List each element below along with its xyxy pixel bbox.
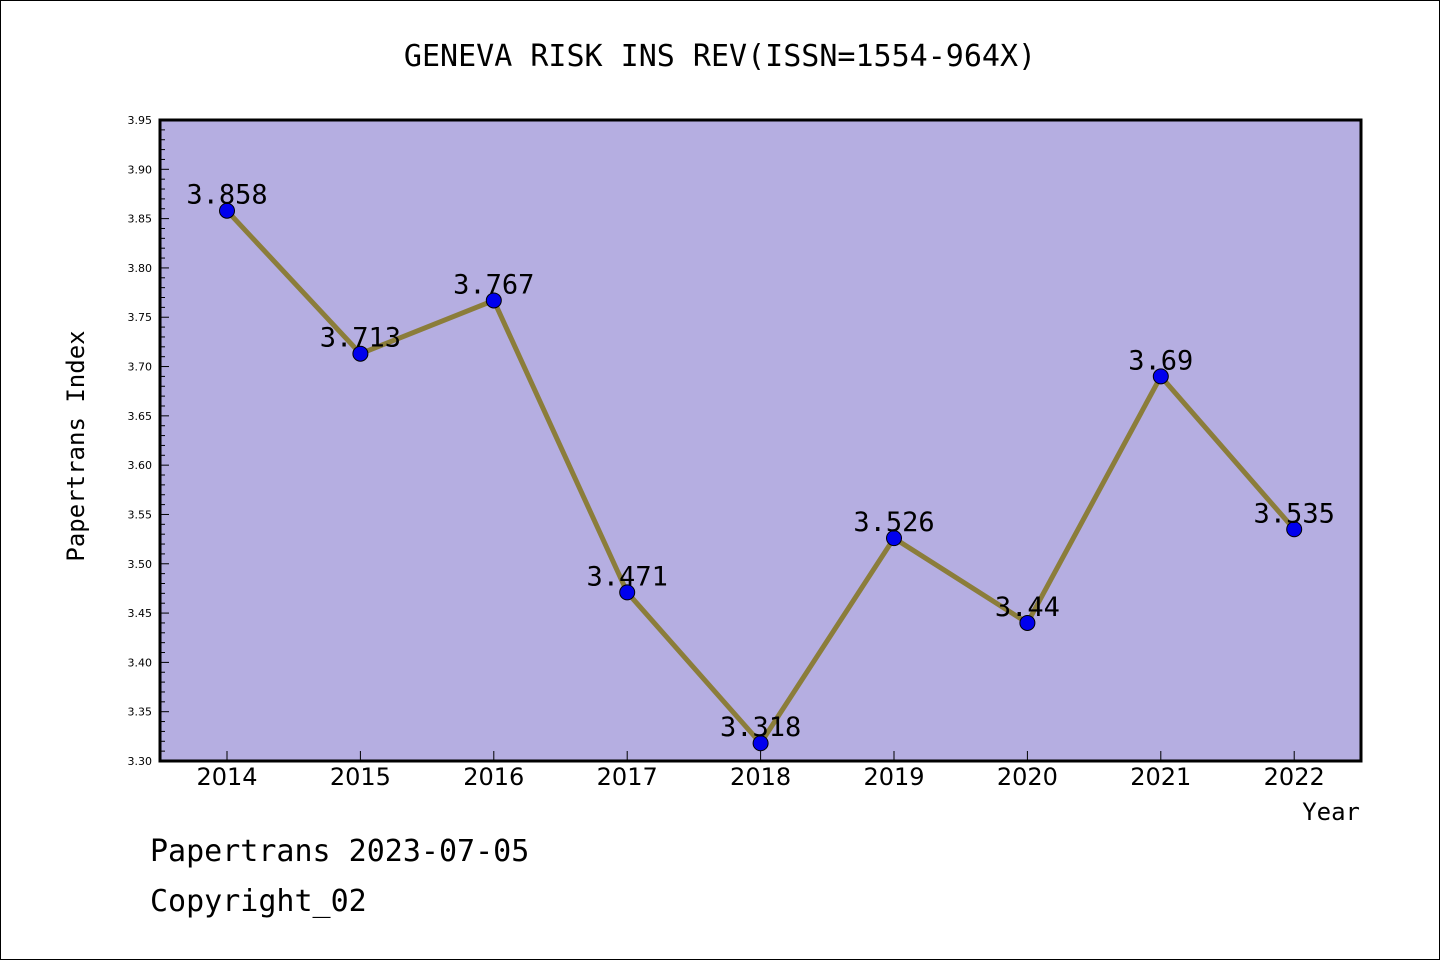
data-point bbox=[1152, 368, 1169, 385]
x-axis-title: Year bbox=[1302, 798, 1360, 826]
y-tick-label: 3.35 bbox=[128, 706, 153, 719]
y-tick-label: 3.30 bbox=[128, 755, 153, 768]
y-tick-label: 3.70 bbox=[128, 361, 153, 374]
y-tick-label: 3.90 bbox=[128, 163, 153, 176]
data-point bbox=[352, 345, 369, 362]
data-point bbox=[886, 530, 902, 547]
y-tick-label: 3.80 bbox=[128, 262, 153, 275]
x-tick-label: 2022 bbox=[1264, 763, 1325, 791]
data-label: 3.535 bbox=[1254, 498, 1335, 529]
footer-date: Papertrans 2023-07-05 bbox=[150, 834, 530, 869]
data-point bbox=[1019, 614, 1036, 631]
data-point bbox=[1286, 521, 1303, 538]
x-tick-label: 2019 bbox=[863, 763, 924, 791]
y-tick-label: 3.85 bbox=[128, 213, 153, 226]
data-point bbox=[619, 584, 636, 601]
data-labels: 3.858 3.713 3.767 3.471 3.318 3.526 3.44 3.69 3.… bbox=[186, 180, 1334, 744]
chart-title: GENEVA RISK INS REV(ISSN=1554-964X) bbox=[404, 39, 1036, 74]
data-point bbox=[219, 202, 235, 219]
y-axis-title: Papertrans Index bbox=[62, 330, 90, 561]
x-tick-label: 2017 bbox=[597, 763, 658, 791]
series bbox=[219, 202, 1303, 752]
y-tick-label: 3.45 bbox=[128, 607, 153, 620]
data-point bbox=[485, 292, 502, 309]
plot-border bbox=[158, 118, 1363, 763]
y-tick-label: 3.65 bbox=[128, 410, 153, 423]
x-tick-label: 2014 bbox=[196, 763, 257, 791]
data-label: 3.767 bbox=[453, 269, 534, 300]
data-label: 3.471 bbox=[587, 561, 668, 592]
data-label: 3.318 bbox=[720, 712, 801, 743]
x-tick-label: 2015 bbox=[330, 763, 391, 791]
plot-area bbox=[160, 120, 1361, 761]
x-axis: 2014 2015 2016 2017 2018 2019 2020 2021 2022 bbox=[196, 751, 1325, 791]
y-tick-label: 3.60 bbox=[128, 459, 153, 472]
y-tick-label: 3.75 bbox=[128, 311, 153, 324]
y-axis: 3.30 3.35 3.40 3.45 3.50 3.55 3.60 3.65 3.70 3.75… bbox=[128, 114, 169, 768]
footer-copyright: Copyright_02 bbox=[150, 884, 367, 919]
data-label: 3.526 bbox=[853, 507, 934, 538]
x-tick-label: 2016 bbox=[463, 763, 524, 791]
x-tick-label: 2020 bbox=[997, 763, 1058, 791]
y-tick-label: 3.95 bbox=[128, 114, 153, 127]
data-label: 3.858 bbox=[186, 180, 267, 211]
x-tick-label: 2021 bbox=[1130, 763, 1191, 791]
data-label: 3.713 bbox=[320, 323, 401, 354]
data-point bbox=[752, 735, 769, 752]
y-tick-label: 3.50 bbox=[128, 558, 153, 571]
y-tick-label: 3.55 bbox=[128, 508, 153, 521]
y-tick-label: 3.40 bbox=[128, 656, 153, 669]
data-label: 3.69 bbox=[1128, 345, 1193, 376]
data-label: 3.44 bbox=[995, 592, 1060, 623]
x-tick-label: 2018 bbox=[730, 763, 791, 791]
